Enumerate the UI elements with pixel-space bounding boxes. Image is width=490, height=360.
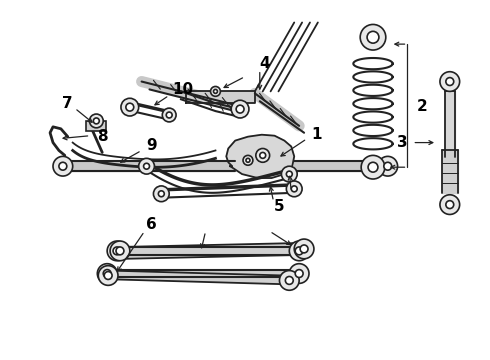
Circle shape <box>126 103 134 111</box>
Circle shape <box>367 31 379 43</box>
Circle shape <box>158 191 164 197</box>
Circle shape <box>121 98 139 116</box>
Circle shape <box>90 114 103 128</box>
Circle shape <box>291 186 297 192</box>
Circle shape <box>103 270 111 278</box>
Circle shape <box>360 24 386 50</box>
Text: 3: 3 <box>397 135 408 150</box>
Circle shape <box>53 156 73 176</box>
Circle shape <box>281 166 297 182</box>
Circle shape <box>214 89 218 93</box>
Polygon shape <box>442 150 458 193</box>
Polygon shape <box>445 91 455 157</box>
Circle shape <box>144 163 149 169</box>
Polygon shape <box>122 243 304 259</box>
Text: 2: 2 <box>417 99 428 114</box>
Circle shape <box>378 156 397 176</box>
Circle shape <box>166 112 172 118</box>
Polygon shape <box>294 161 388 171</box>
Circle shape <box>286 171 292 177</box>
Circle shape <box>361 156 385 179</box>
Text: 8: 8 <box>97 129 107 144</box>
Polygon shape <box>110 271 289 284</box>
Circle shape <box>286 181 302 197</box>
Circle shape <box>104 271 112 279</box>
Circle shape <box>368 162 378 172</box>
Circle shape <box>294 239 314 259</box>
Circle shape <box>243 156 253 165</box>
Circle shape <box>440 72 460 91</box>
Circle shape <box>295 247 303 255</box>
Polygon shape <box>186 91 255 103</box>
Circle shape <box>98 266 118 285</box>
Polygon shape <box>117 247 299 255</box>
Polygon shape <box>226 135 294 178</box>
Circle shape <box>139 158 154 174</box>
Circle shape <box>256 148 270 162</box>
Circle shape <box>246 158 250 162</box>
Polygon shape <box>117 270 294 278</box>
Text: 4: 4 <box>259 56 270 71</box>
Circle shape <box>446 78 454 85</box>
Polygon shape <box>63 161 235 171</box>
Text: 7: 7 <box>62 96 73 111</box>
Circle shape <box>260 152 266 158</box>
Circle shape <box>153 186 169 202</box>
Circle shape <box>440 195 460 215</box>
Text: 10: 10 <box>172 82 194 97</box>
Circle shape <box>162 108 176 122</box>
Circle shape <box>289 241 309 261</box>
Polygon shape <box>86 121 106 131</box>
Text: 9: 9 <box>146 138 157 153</box>
Text: 6: 6 <box>146 217 157 232</box>
Circle shape <box>110 241 130 261</box>
Circle shape <box>289 264 309 283</box>
Circle shape <box>116 247 124 255</box>
Circle shape <box>98 264 117 283</box>
Text: 1: 1 <box>312 127 322 142</box>
Circle shape <box>211 86 220 96</box>
Circle shape <box>300 245 308 253</box>
Circle shape <box>285 276 293 284</box>
Circle shape <box>231 100 249 118</box>
Text: 5: 5 <box>274 199 285 214</box>
Circle shape <box>236 105 244 113</box>
Circle shape <box>107 241 127 261</box>
Circle shape <box>59 162 67 170</box>
Circle shape <box>446 201 454 208</box>
Circle shape <box>384 162 392 170</box>
Circle shape <box>279 271 299 290</box>
Circle shape <box>94 118 99 124</box>
Circle shape <box>295 270 303 278</box>
Circle shape <box>113 247 121 255</box>
